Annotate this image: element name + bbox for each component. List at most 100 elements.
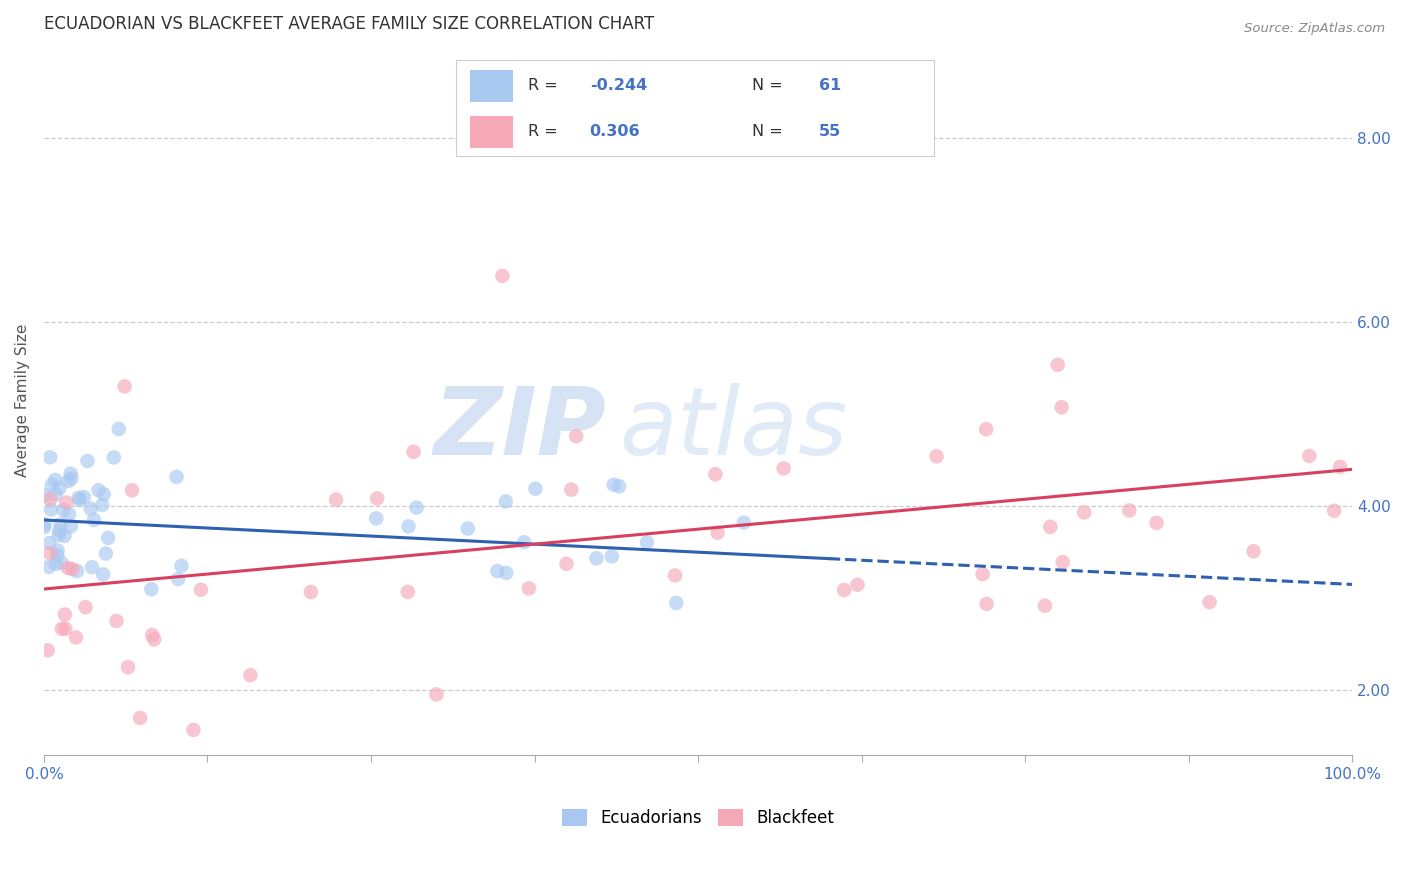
Point <box>46 549 69 563</box>
Point <box>486 564 509 578</box>
Point <box>1033 599 1056 613</box>
Point <box>513 535 536 549</box>
Point <box>405 500 427 515</box>
Point <box>1198 595 1220 609</box>
Point <box>170 558 193 573</box>
Point <box>75 600 97 615</box>
Point <box>53 529 76 543</box>
Point <box>45 487 67 501</box>
Point <box>190 582 212 597</box>
Point <box>1298 449 1320 463</box>
Point <box>846 577 869 591</box>
Point <box>76 454 98 468</box>
Point <box>34 517 56 532</box>
Point <box>565 429 588 443</box>
Point <box>832 582 855 597</box>
Point <box>82 560 104 574</box>
Point <box>129 711 152 725</box>
Point <box>91 567 114 582</box>
Point <box>107 422 129 436</box>
Point <box>607 479 630 493</box>
Point <box>48 528 70 542</box>
Text: ZIP: ZIP <box>433 383 606 475</box>
Point <box>121 483 143 498</box>
Point <box>60 471 83 485</box>
Point <box>52 503 75 517</box>
Point <box>67 491 90 505</box>
Point <box>1243 544 1265 558</box>
Point <box>93 487 115 501</box>
Point <box>325 492 347 507</box>
Point <box>636 535 658 549</box>
Point <box>491 268 513 283</box>
Point <box>53 622 76 636</box>
Point <box>1050 401 1073 415</box>
Point <box>976 597 998 611</box>
Point <box>585 551 607 566</box>
Point <box>141 582 163 597</box>
Point <box>457 522 479 536</box>
Point <box>60 562 83 576</box>
Text: atlas: atlas <box>620 383 848 474</box>
Point <box>105 614 128 628</box>
Point <box>495 566 517 580</box>
Point <box>239 668 262 682</box>
Point <box>103 450 125 465</box>
Point <box>49 517 72 532</box>
Point <box>94 547 117 561</box>
Point <box>704 467 727 482</box>
Point <box>65 631 87 645</box>
Point <box>1073 505 1095 519</box>
Point <box>58 474 80 488</box>
Point <box>117 660 139 674</box>
Point <box>141 628 163 642</box>
Point <box>38 546 60 560</box>
Point <box>166 470 188 484</box>
Point <box>167 572 190 586</box>
Point <box>425 688 447 702</box>
Point <box>1052 555 1074 569</box>
Point <box>53 607 76 622</box>
Point <box>73 490 96 504</box>
Point <box>58 507 80 521</box>
Point <box>733 516 755 530</box>
Point <box>366 491 388 506</box>
Legend: Ecuadorians, Blackfeet: Ecuadorians, Blackfeet <box>555 802 841 834</box>
Point <box>59 519 82 533</box>
Point <box>32 520 55 534</box>
Point <box>39 492 62 507</box>
Point <box>38 560 60 574</box>
Point <box>45 557 67 571</box>
Point <box>706 525 728 540</box>
Point <box>69 493 91 508</box>
Point <box>39 502 62 516</box>
Point <box>37 643 59 657</box>
Point <box>366 511 388 525</box>
Point <box>560 483 582 497</box>
Point <box>1039 520 1062 534</box>
Point <box>91 498 114 512</box>
Point <box>44 473 66 487</box>
Point <box>398 519 420 533</box>
Point <box>59 467 82 481</box>
Point <box>972 567 994 582</box>
Point <box>974 422 997 436</box>
Text: ECUADORIAN VS BLACKFEET AVERAGE FAMILY SIZE CORRELATION CHART: ECUADORIAN VS BLACKFEET AVERAGE FAMILY S… <box>44 15 654 33</box>
Point <box>600 549 623 564</box>
Point <box>83 513 105 527</box>
Point <box>1046 358 1069 372</box>
Point <box>46 543 69 558</box>
Point <box>1323 504 1346 518</box>
Point <box>402 445 425 459</box>
Point <box>56 561 79 575</box>
Point <box>48 524 70 538</box>
Point <box>143 632 166 647</box>
Point <box>665 596 688 610</box>
Point <box>495 494 517 508</box>
Point <box>51 622 73 636</box>
Point <box>41 478 63 492</box>
Point <box>1329 459 1351 474</box>
Point <box>555 557 578 571</box>
Point <box>1118 503 1140 517</box>
Point <box>34 488 56 502</box>
